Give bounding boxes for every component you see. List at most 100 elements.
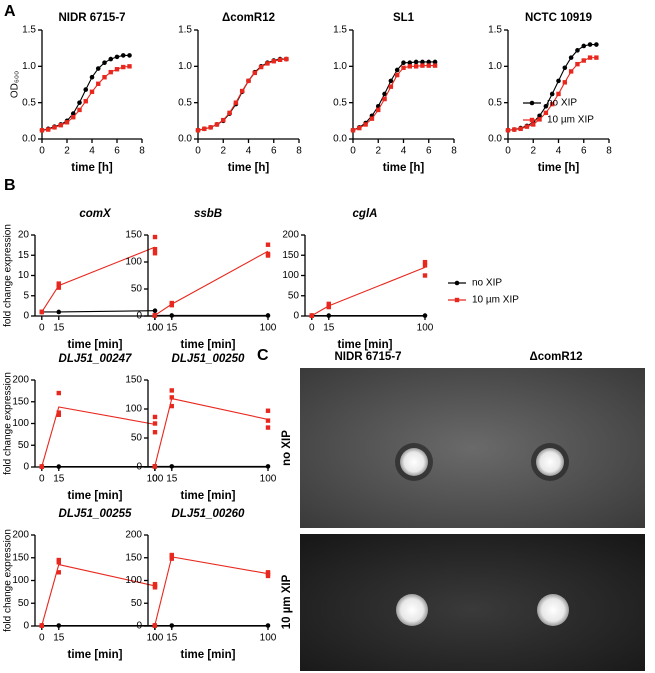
legend-label: 10 µm XIP: [472, 295, 519, 306]
y-tick-label: 100: [12, 418, 29, 429]
marker: [227, 110, 232, 116]
x-axis-label: time [min]: [68, 490, 123, 502]
marker: [83, 87, 89, 92]
row-label: 10 µm XIP: [281, 574, 293, 629]
marker: [169, 300, 174, 306]
y-tick-label: 1.0: [22, 61, 36, 72]
x-tick-label: 6: [581, 146, 587, 157]
marker: [568, 55, 574, 60]
marker: [562, 65, 568, 71]
y-tick-label: 100: [125, 257, 142, 268]
legend-label: 10 µm XIP: [547, 115, 594, 126]
marker: [549, 91, 555, 97]
marker: [388, 78, 394, 84]
y-tick-label: 0.0: [488, 134, 502, 145]
marker: [56, 570, 61, 575]
y-tick-label: 10: [18, 270, 30, 281]
marker: [537, 113, 542, 119]
marker: [152, 464, 157, 469]
y-tick-label: 150: [12, 396, 29, 407]
plate-photo: [300, 368, 645, 671]
marker: [512, 127, 517, 132]
y-tick-label: 1.0: [488, 61, 502, 72]
series-line: [352, 61, 436, 131]
x-tick-label: 8: [451, 146, 457, 157]
marker: [114, 67, 120, 72]
x-tick-label: 100: [260, 323, 277, 334]
marker: [221, 117, 226, 123]
marker: [265, 251, 271, 257]
y-tick-label: 50: [131, 284, 143, 295]
y-tick-label: 200: [282, 230, 299, 241]
x-tick-label: 100: [417, 323, 434, 334]
marker: [581, 43, 587, 49]
series-line: [154, 397, 269, 467]
marker: [152, 421, 158, 426]
panel-label: A: [4, 3, 16, 20]
x-tick-label: 0: [505, 146, 511, 157]
y-tick-label: 0.0: [178, 134, 192, 145]
marker: [265, 418, 271, 423]
x-tick-label: 8: [139, 146, 145, 157]
x-tick-label: 6: [426, 146, 432, 157]
y-tick-label: 5: [23, 290, 29, 301]
marker: [575, 61, 580, 67]
x-tick-label: 15: [53, 323, 65, 334]
chart-title: cglA: [353, 208, 378, 220]
marker: [195, 128, 201, 133]
marker: [382, 96, 387, 102]
y-tick-label: 1.5: [22, 25, 36, 36]
colony: [400, 448, 428, 476]
y-tick-label: 50: [18, 598, 30, 609]
marker: [127, 53, 132, 58]
y-axis-label: OD₆₀₀: [10, 71, 21, 98]
y-tick-label: 0: [136, 462, 142, 473]
marker: [56, 464, 62, 469]
marker: [575, 48, 580, 53]
marker: [426, 59, 432, 65]
marker: [77, 107, 82, 113]
x-tick-label: 4: [556, 146, 562, 157]
marker: [277, 57, 283, 62]
marker: [152, 234, 158, 240]
marker: [95, 66, 101, 71]
marker: [121, 64, 126, 70]
series-line: [41, 65, 130, 131]
marker: [420, 59, 425, 65]
legend-marker: [529, 100, 535, 106]
marker: [394, 72, 400, 78]
x-tick-label: 0: [39, 633, 45, 644]
x-tick-label: 4: [401, 146, 407, 157]
x-tick-label: 15: [323, 323, 335, 334]
plate: [300, 368, 645, 528]
x-tick-label: 2: [220, 146, 226, 157]
chart-title: NCTC 10919: [525, 12, 592, 24]
series-line: [41, 54, 130, 131]
x-tick-label: 0: [309, 323, 315, 334]
marker: [233, 100, 239, 105]
y-tick-label: 0: [293, 311, 299, 322]
x-axis-label: time [min]: [338, 339, 393, 351]
x-tick-label: 0: [39, 474, 45, 485]
x-tick-label: 0: [195, 146, 201, 157]
marker: [102, 60, 107, 65]
chart-title: SL1: [393, 12, 415, 24]
marker: [127, 64, 132, 69]
y-tick-label: 1.0: [178, 61, 192, 72]
marker: [56, 560, 61, 565]
marker: [420, 63, 425, 68]
x-tick-label: 15: [166, 474, 178, 485]
series-line: [41, 406, 156, 467]
marker: [265, 573, 271, 579]
y-tick-label: 150: [125, 230, 142, 241]
marker: [594, 42, 599, 47]
x-tick-label: 15: [166, 323, 178, 334]
x-tick-label: 0: [39, 146, 45, 157]
marker: [284, 56, 289, 62]
y-tick-label: 0.5: [333, 97, 347, 108]
marker: [89, 89, 95, 94]
marker: [401, 65, 406, 70]
marker: [96, 81, 101, 86]
x-axis-label: time [min]: [181, 649, 236, 661]
